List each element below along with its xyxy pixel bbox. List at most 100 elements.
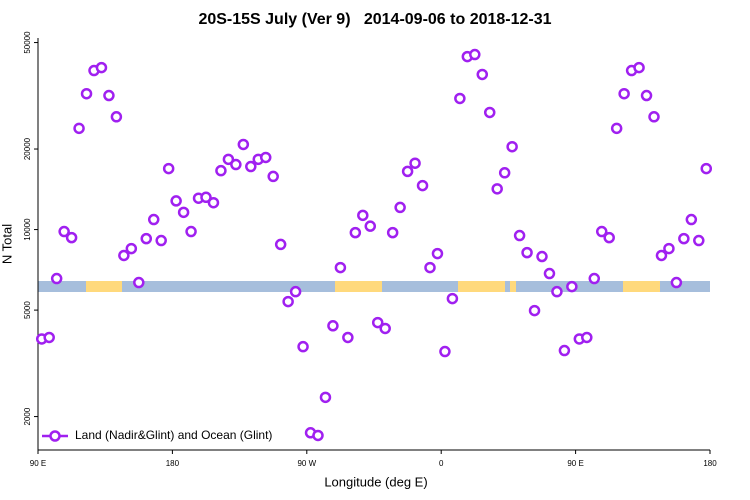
point — [588, 272, 601, 285]
point — [200, 191, 212, 204]
point — [603, 231, 615, 244]
y-tick-label: 2000 — [23, 407, 32, 425]
point — [469, 48, 481, 61]
point — [334, 261, 347, 274]
x-tick-label: 90 E — [30, 459, 46, 468]
point — [648, 111, 660, 123]
point — [177, 206, 190, 219]
point — [245, 160, 257, 173]
point — [670, 276, 683, 289]
point — [416, 179, 429, 192]
point — [424, 261, 436, 274]
point — [274, 238, 287, 251]
point — [693, 234, 705, 247]
point — [551, 285, 563, 298]
point — [409, 157, 421, 169]
point — [259, 151, 272, 164]
x-axis-label: Longitude (deg E) — [324, 474, 427, 489]
point — [215, 164, 227, 177]
point — [364, 220, 377, 232]
point — [543, 267, 556, 280]
legend-label: Land (Nadir&Glint) and Ocean (Glint) — [75, 428, 272, 442]
point — [222, 153, 235, 166]
point — [155, 234, 167, 247]
point — [73, 122, 85, 135]
x-tick-label: 90 W — [297, 459, 316, 468]
point — [349, 226, 362, 239]
point — [483, 106, 496, 119]
point — [125, 242, 138, 255]
point — [513, 229, 526, 242]
y-axis-label: N Total — [0, 224, 14, 264]
point — [431, 247, 444, 260]
point — [506, 140, 518, 153]
point — [536, 250, 548, 263]
land-segment — [623, 281, 660, 292]
point — [521, 246, 533, 259]
point — [685, 213, 698, 226]
point — [50, 272, 63, 285]
point — [312, 429, 324, 442]
y-tick-label: 20000 — [23, 137, 32, 160]
point — [394, 201, 406, 214]
chart-title: 20S-15S July (Ver 9) 2014-09-06 to 2018-… — [198, 11, 551, 28]
point — [633, 61, 645, 74]
point — [103, 89, 115, 102]
point — [80, 87, 93, 100]
point — [439, 345, 451, 358]
point — [357, 209, 369, 222]
point — [678, 232, 690, 245]
y-tick-label: 50000 — [23, 31, 32, 54]
point — [342, 331, 354, 344]
point — [640, 89, 653, 102]
x-tick-label: 180 — [703, 459, 717, 468]
point — [289, 285, 302, 298]
point — [297, 340, 309, 353]
point — [446, 292, 459, 305]
point — [207, 196, 220, 209]
point — [476, 68, 489, 81]
legend-marker — [49, 430, 61, 442]
point — [140, 232, 153, 245]
point — [267, 170, 279, 183]
point — [110, 111, 123, 123]
point — [663, 242, 675, 255]
point — [581, 331, 593, 344]
point — [43, 331, 55, 344]
point — [65, 231, 78, 244]
point — [386, 226, 399, 239]
point — [566, 280, 578, 293]
x-tick-label: 180 — [166, 459, 180, 468]
point — [655, 249, 668, 262]
land-segment — [510, 281, 516, 292]
point — [95, 61, 108, 74]
point — [185, 225, 197, 238]
point — [498, 167, 511, 179]
x-tick-label: 90 E — [567, 459, 583, 468]
point — [118, 249, 130, 262]
x-tick-label: 0 — [439, 459, 444, 468]
y-tick-label: 10000 — [23, 218, 32, 241]
point — [401, 165, 414, 178]
point — [147, 213, 160, 226]
point — [379, 322, 391, 335]
land-segment — [458, 281, 505, 292]
point — [610, 122, 623, 135]
surface-band — [38, 281, 710, 292]
point — [618, 87, 630, 100]
point — [319, 391, 332, 404]
land-segment — [335, 281, 382, 292]
point — [230, 158, 242, 171]
point — [58, 225, 70, 238]
point — [170, 195, 182, 207]
point — [282, 295, 294, 308]
point — [491, 183, 503, 195]
point — [595, 225, 608, 238]
point — [558, 344, 571, 357]
y-tick-label: 5000 — [23, 301, 32, 319]
point — [237, 138, 250, 151]
point — [327, 320, 339, 332]
point — [371, 316, 384, 329]
point — [454, 92, 466, 105]
